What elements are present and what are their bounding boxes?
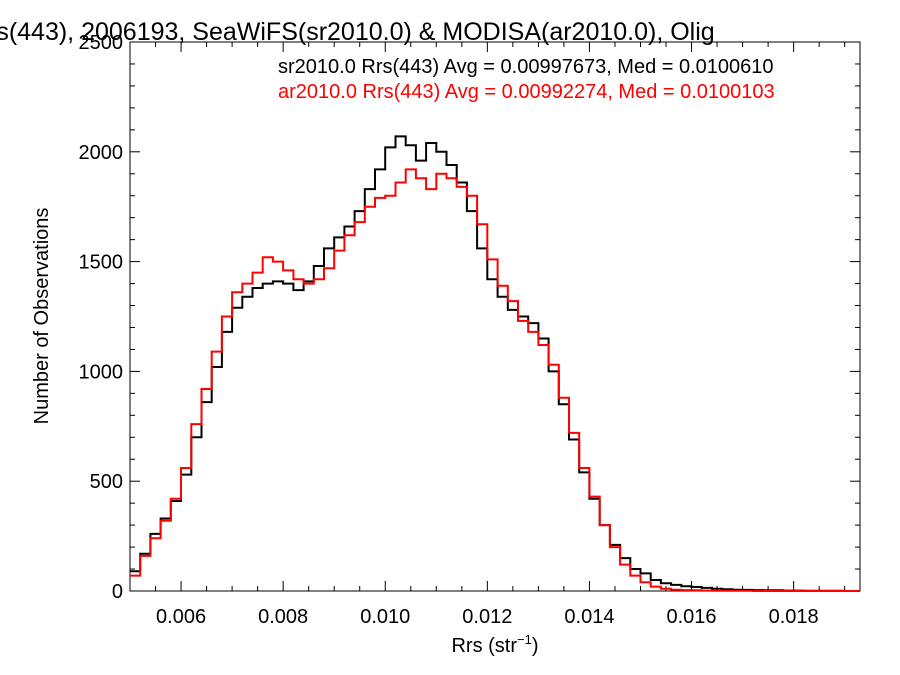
x-tick-label-3: 0.012 bbox=[462, 606, 512, 628]
y-axis: 0 500 1000 1500 2000 2500 bbox=[79, 32, 860, 603]
x-tick-label-1: 0.008 bbox=[258, 606, 308, 628]
x-axis-label-superscript: −1 bbox=[517, 632, 532, 647]
x-tick-label-2: 0.010 bbox=[360, 606, 410, 628]
x-tick-label-6: 0.018 bbox=[769, 606, 819, 628]
x-tick-label-5: 0.016 bbox=[667, 606, 717, 628]
legend-entry-sr2010: sr2010.0 Rrs(443) Avg = 0.00997673, Med … bbox=[278, 56, 774, 78]
x-tick-label-0: 0.006 bbox=[156, 606, 206, 628]
y-axis-label: Number of Observations bbox=[31, 208, 53, 425]
x-axis-label-close: ) bbox=[532, 635, 539, 657]
series-line-1 bbox=[130, 168, 860, 592]
plot-frame bbox=[129, 41, 861, 592]
x-axis-label-main: Rrs (str bbox=[451, 635, 517, 657]
x-axis: 0.006 0.008 0.010 0.012 0.014 0.016 0.018 bbox=[155, 42, 846, 628]
x-axis-label: Rrs (str−1) bbox=[451, 632, 538, 657]
y-tick-label-5: 2500 bbox=[79, 32, 124, 54]
y-tick-label-1: 500 bbox=[90, 471, 123, 493]
y-tick-label-3: 1500 bbox=[79, 252, 124, 274]
legend-entry-ar2010: ar2010.0 Rrs(443) Avg = 0.00992274, Med … bbox=[278, 81, 775, 103]
x-tick-label-4: 0.014 bbox=[564, 606, 614, 628]
y-tick-label-4: 2000 bbox=[79, 142, 124, 164]
chart-title: rs(443), 2006193, SeaWiFS(sr2010.0) & MO… bbox=[0, 18, 715, 46]
y-tick-label-0: 0 bbox=[112, 581, 123, 603]
series-layer bbox=[130, 135, 860, 592]
y-tick-label-2: 1000 bbox=[79, 361, 124, 383]
